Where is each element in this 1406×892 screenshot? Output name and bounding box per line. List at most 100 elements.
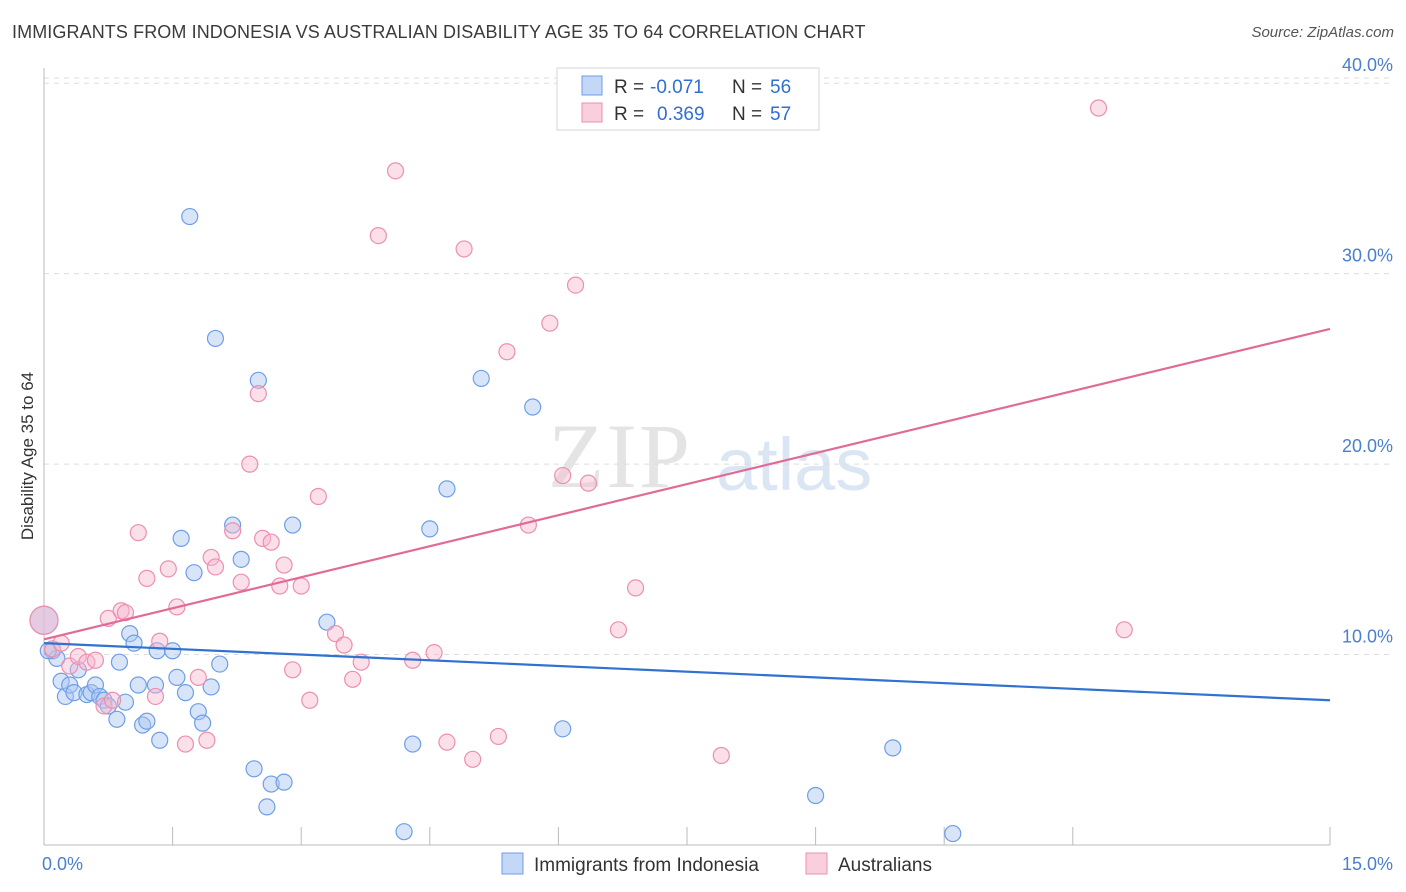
australians-point-16 (159, 560, 177, 578)
australians-point-12 (129, 524, 147, 542)
indonesia-point-42 (275, 773, 293, 791)
bottom-legend-swatch-pink (805, 852, 828, 875)
y-tick-label-3: 40.0% (1342, 55, 1393, 75)
australians-point-27 (254, 529, 272, 547)
australians-point-28 (262, 533, 280, 551)
legend-r-label-2: R = (614, 104, 644, 125)
indonesia-point-53 (884, 739, 902, 757)
australians-point-1 (43, 640, 62, 658)
australians-point-56 (1089, 99, 1108, 117)
australians-point-30 (275, 556, 293, 574)
australians-point-53 (609, 621, 628, 639)
australians-point-4 (69, 647, 87, 666)
watermark: ZIP atlas (548, 405, 872, 507)
y-tick-labels: 10.0% 20.0% 30.0% 40.0% (1342, 55, 1393, 646)
australians-point-50 (554, 466, 572, 485)
australians-point-42 (425, 644, 443, 662)
australians-point-13 (138, 569, 156, 587)
australians-point-14 (146, 687, 165, 706)
australians-point-43 (438, 733, 456, 751)
trend-lines (43, 327, 1331, 702)
indonesia-point-14 (108, 710, 126, 728)
australians-point-7 (95, 697, 113, 715)
australians-point-49 (541, 314, 559, 332)
australians-point-52 (579, 474, 598, 492)
indonesia-point-46 (404, 735, 422, 753)
australians-point-36 (335, 636, 353, 654)
indonesia-point-37 (232, 550, 250, 568)
australians-point-9 (103, 691, 122, 709)
australians-point-57 (1115, 621, 1133, 639)
australians-point-51 (566, 276, 585, 294)
australians-point-6 (86, 651, 105, 669)
australians-point-31 (284, 661, 302, 679)
legend-r-value-2: 0.369 (657, 104, 705, 125)
australians-point-32 (292, 577, 310, 595)
indonesia-point-28 (176, 684, 195, 702)
australians-point-45 (464, 750, 482, 768)
indonesia-point-52 (806, 786, 825, 805)
indonesia-point-32 (194, 714, 212, 732)
series-immigrants-from-indonesia (29, 207, 962, 843)
australians-point-19 (189, 668, 207, 687)
indonesia-point-36 (224, 516, 242, 534)
indonesia-point-48 (438, 480, 456, 498)
australians-point-40 (386, 162, 405, 180)
australians-point-35 (326, 625, 345, 643)
australians-point-48 (519, 516, 537, 534)
indonesia-point-27 (172, 529, 190, 547)
x-tick-label-1: 15.0% (1342, 854, 1393, 874)
bottom-legend-label-pink: Australians (838, 855, 932, 876)
y-axis-label: Disability Age 35 to 64 (18, 372, 37, 540)
indonesia-point-47 (421, 520, 439, 538)
australians-point-3 (61, 657, 79, 675)
australians-point-15 (151, 632, 169, 650)
legend-n-value-1: 56 (770, 77, 791, 98)
chart-title: IMMIGRANTS FROM INDONESIA VS AUSTRALIAN … (12, 22, 866, 42)
x-tick-label-0: 0.0% (42, 854, 83, 874)
source-label: Source: ZipAtlas.com (1251, 24, 1394, 41)
y-tick-label-2: 30.0% (1342, 246, 1393, 266)
australians-point-0 (29, 605, 59, 635)
indonesia-point-6 (65, 684, 83, 702)
indonesia-point-35 (211, 655, 229, 673)
legend-swatch-blue (581, 75, 603, 96)
bottom-legend-label-blue: Immigrants from Indonesia (534, 855, 759, 876)
indonesia-point-54 (944, 824, 962, 843)
indonesia-point-43 (284, 516, 302, 534)
indonesia-point-38 (245, 760, 263, 778)
indonesia-trend-line (43, 642, 1331, 702)
watermark-zip: ZIP (548, 405, 692, 507)
indonesia-point-45 (395, 823, 413, 841)
indonesia-point-26 (168, 668, 186, 687)
australians-point-23 (224, 522, 242, 540)
legend-n-label-1: N = (732, 77, 762, 98)
legend-n-label-2: N = (732, 104, 762, 125)
indonesia-point-41 (262, 775, 280, 793)
australians-point-20 (198, 731, 216, 749)
indonesia-point-40 (258, 798, 276, 816)
australians-point-54 (626, 579, 645, 597)
stats-legend: R = -0.071 N = 56 R = 0.369 N = 57 (556, 67, 820, 131)
indonesia-point-17 (121, 625, 139, 643)
australians-point-37 (344, 670, 362, 688)
indonesia-point-16 (116, 693, 135, 711)
indonesia-point-44 (318, 613, 336, 631)
australians-trend-line (43, 327, 1331, 641)
australians-point-47 (498, 343, 516, 361)
australians-point-22 (206, 558, 225, 576)
indonesia-point-24 (151, 731, 169, 749)
indonesia-point-34 (206, 329, 225, 348)
indonesia-point-30 (185, 564, 203, 582)
indonesia-point-18 (125, 634, 143, 652)
series-australians (29, 99, 1133, 768)
australians-point-39 (369, 226, 387, 245)
indonesia-point-33 (202, 678, 220, 696)
y-tick-label-1: 20.0% (1342, 436, 1393, 456)
australians-point-25 (241, 455, 259, 473)
australians-point-46 (489, 727, 507, 746)
australians-point-34 (309, 487, 327, 506)
x-tick-labels: 0.0% 15.0% (42, 854, 1393, 874)
australians-point-24 (232, 573, 250, 591)
